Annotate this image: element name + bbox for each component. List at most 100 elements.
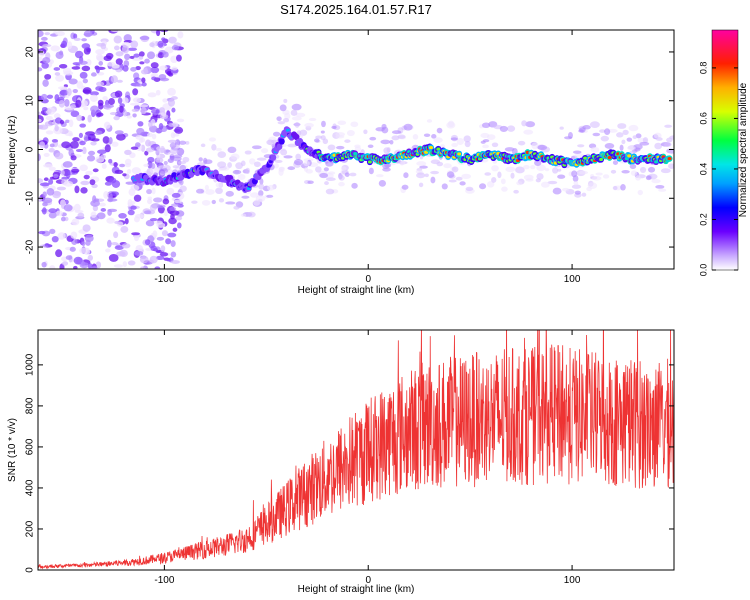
spectrogram-cell xyxy=(81,65,91,72)
spectrogram-cell xyxy=(557,174,566,179)
spectrogram-cell xyxy=(291,116,302,121)
spectrogram-cell xyxy=(537,144,548,151)
spectrogram-cell xyxy=(148,121,153,128)
spectrogram-cell xyxy=(256,157,267,161)
spectrogram-cell xyxy=(381,123,387,130)
spectrogram-cell xyxy=(89,179,96,186)
spectrogram-cell xyxy=(38,118,42,123)
spectrogram-cell xyxy=(441,183,448,190)
spectrogram-cell xyxy=(211,143,217,151)
spectrogram-cell xyxy=(599,129,606,133)
spectrogram-cell xyxy=(419,165,428,169)
spectrogram-cell xyxy=(287,166,296,171)
spectrogram-cell xyxy=(227,146,237,153)
spectrogram-cell xyxy=(126,115,132,119)
spectrogram-cell xyxy=(133,194,142,202)
spectrogram-cell xyxy=(612,160,619,165)
spectrogram-cell xyxy=(151,76,157,81)
spectrogram-cell xyxy=(501,186,508,192)
spectrogram-cell xyxy=(103,121,111,129)
spectrogram-cell xyxy=(276,143,283,150)
snr-x-tick-label: -100 xyxy=(154,575,174,586)
spectrogram-cell xyxy=(45,130,54,135)
spectrogram-cell xyxy=(116,133,126,141)
spectrogram-cell xyxy=(337,120,347,126)
spectrogram-cell xyxy=(57,86,68,90)
spectrogram-cell xyxy=(120,225,129,233)
spectrogram-cell xyxy=(149,204,157,212)
spectrogram-cell xyxy=(629,163,637,169)
spectrogram-cell xyxy=(349,172,357,177)
spectrogram-cell xyxy=(124,218,129,225)
snr-y-ticks: 0 200 400 600 800 1000 xyxy=(25,353,674,573)
spectrogram-cell xyxy=(531,142,539,150)
spectrogram-cell xyxy=(198,157,203,162)
spectrogram-cell xyxy=(260,148,269,154)
spectrogram-cell xyxy=(81,38,87,42)
spectrogram-cell xyxy=(170,132,176,139)
spectrogram-cell xyxy=(124,158,132,166)
spectrogram-cell xyxy=(54,72,61,76)
spectrogram-cell xyxy=(55,210,63,216)
spectrogram-cell xyxy=(171,203,180,207)
spectrogram-cell xyxy=(135,65,141,71)
spectrogram-cell xyxy=(639,141,650,146)
spectrogram-cell xyxy=(227,162,232,168)
spectrogram-cell xyxy=(146,188,153,195)
spectrogram-cell xyxy=(114,245,124,251)
spectrogram-cell xyxy=(110,191,119,197)
spectrogram-cell xyxy=(56,186,67,191)
spectrogram-cell xyxy=(81,241,86,247)
spectrogram-cell xyxy=(635,133,642,139)
spectrogram-cell xyxy=(106,217,115,224)
spectrogram-cell xyxy=(158,165,167,169)
spectrogram-cell xyxy=(403,123,413,131)
spectrogram-cell xyxy=(459,181,466,186)
spectrogram-cell xyxy=(178,140,187,145)
spectrogram-cell xyxy=(171,45,180,51)
spectrogram-cell xyxy=(484,172,492,176)
spectrogram-cell xyxy=(562,187,570,192)
spectrogram-cell xyxy=(670,150,674,155)
spectrogram-cell xyxy=(572,150,582,154)
spectrogram-cell xyxy=(177,31,184,39)
spectrogram-cell xyxy=(169,148,179,154)
spectrogram-cell xyxy=(116,79,123,83)
spectrogram-cell xyxy=(140,266,145,269)
spectrogram-ridge-cell xyxy=(457,152,462,156)
spectrogram-cell xyxy=(604,142,615,149)
spectrogram-cell xyxy=(621,169,630,174)
spectrogram-cell xyxy=(83,134,89,143)
spectrogram-cell xyxy=(160,245,166,252)
spectrogram-cell xyxy=(600,135,610,142)
spectrogram-cell xyxy=(323,167,329,172)
spectrogram-cell xyxy=(97,149,107,154)
spectrogram-cell xyxy=(382,167,391,172)
spectrogram-cell xyxy=(80,261,86,267)
spectrogram-cell xyxy=(144,150,149,156)
spectrogram-cell xyxy=(176,118,185,123)
spectrogram-cell xyxy=(499,125,508,133)
spectrogram-cell xyxy=(436,127,443,134)
spectrogram-cell xyxy=(97,99,104,106)
spectrogram-cell xyxy=(130,146,139,150)
spectrogram-cell xyxy=(497,171,502,179)
spectrogram-cell xyxy=(521,120,527,127)
spectrogram-cell xyxy=(115,58,123,65)
spectrogram-cell xyxy=(83,32,94,37)
spectrogram-cell xyxy=(426,119,433,123)
spectrogram-cell xyxy=(74,185,80,194)
spectrogram-cell xyxy=(482,139,490,143)
spectrogram-cell xyxy=(43,152,50,157)
spectrogram-cell xyxy=(57,232,66,240)
spectrogram-cell xyxy=(82,224,91,232)
spectrogram-marks xyxy=(38,30,674,269)
spectrogram-ridge-cell xyxy=(285,128,290,132)
spectrogram-cell xyxy=(85,239,91,246)
spectrogram-cell xyxy=(44,73,52,80)
spectrogram-cell xyxy=(182,156,190,163)
spectrogram-cell xyxy=(143,163,149,167)
spectrogram-cell xyxy=(341,166,347,171)
spectrogram-cell xyxy=(327,171,336,175)
